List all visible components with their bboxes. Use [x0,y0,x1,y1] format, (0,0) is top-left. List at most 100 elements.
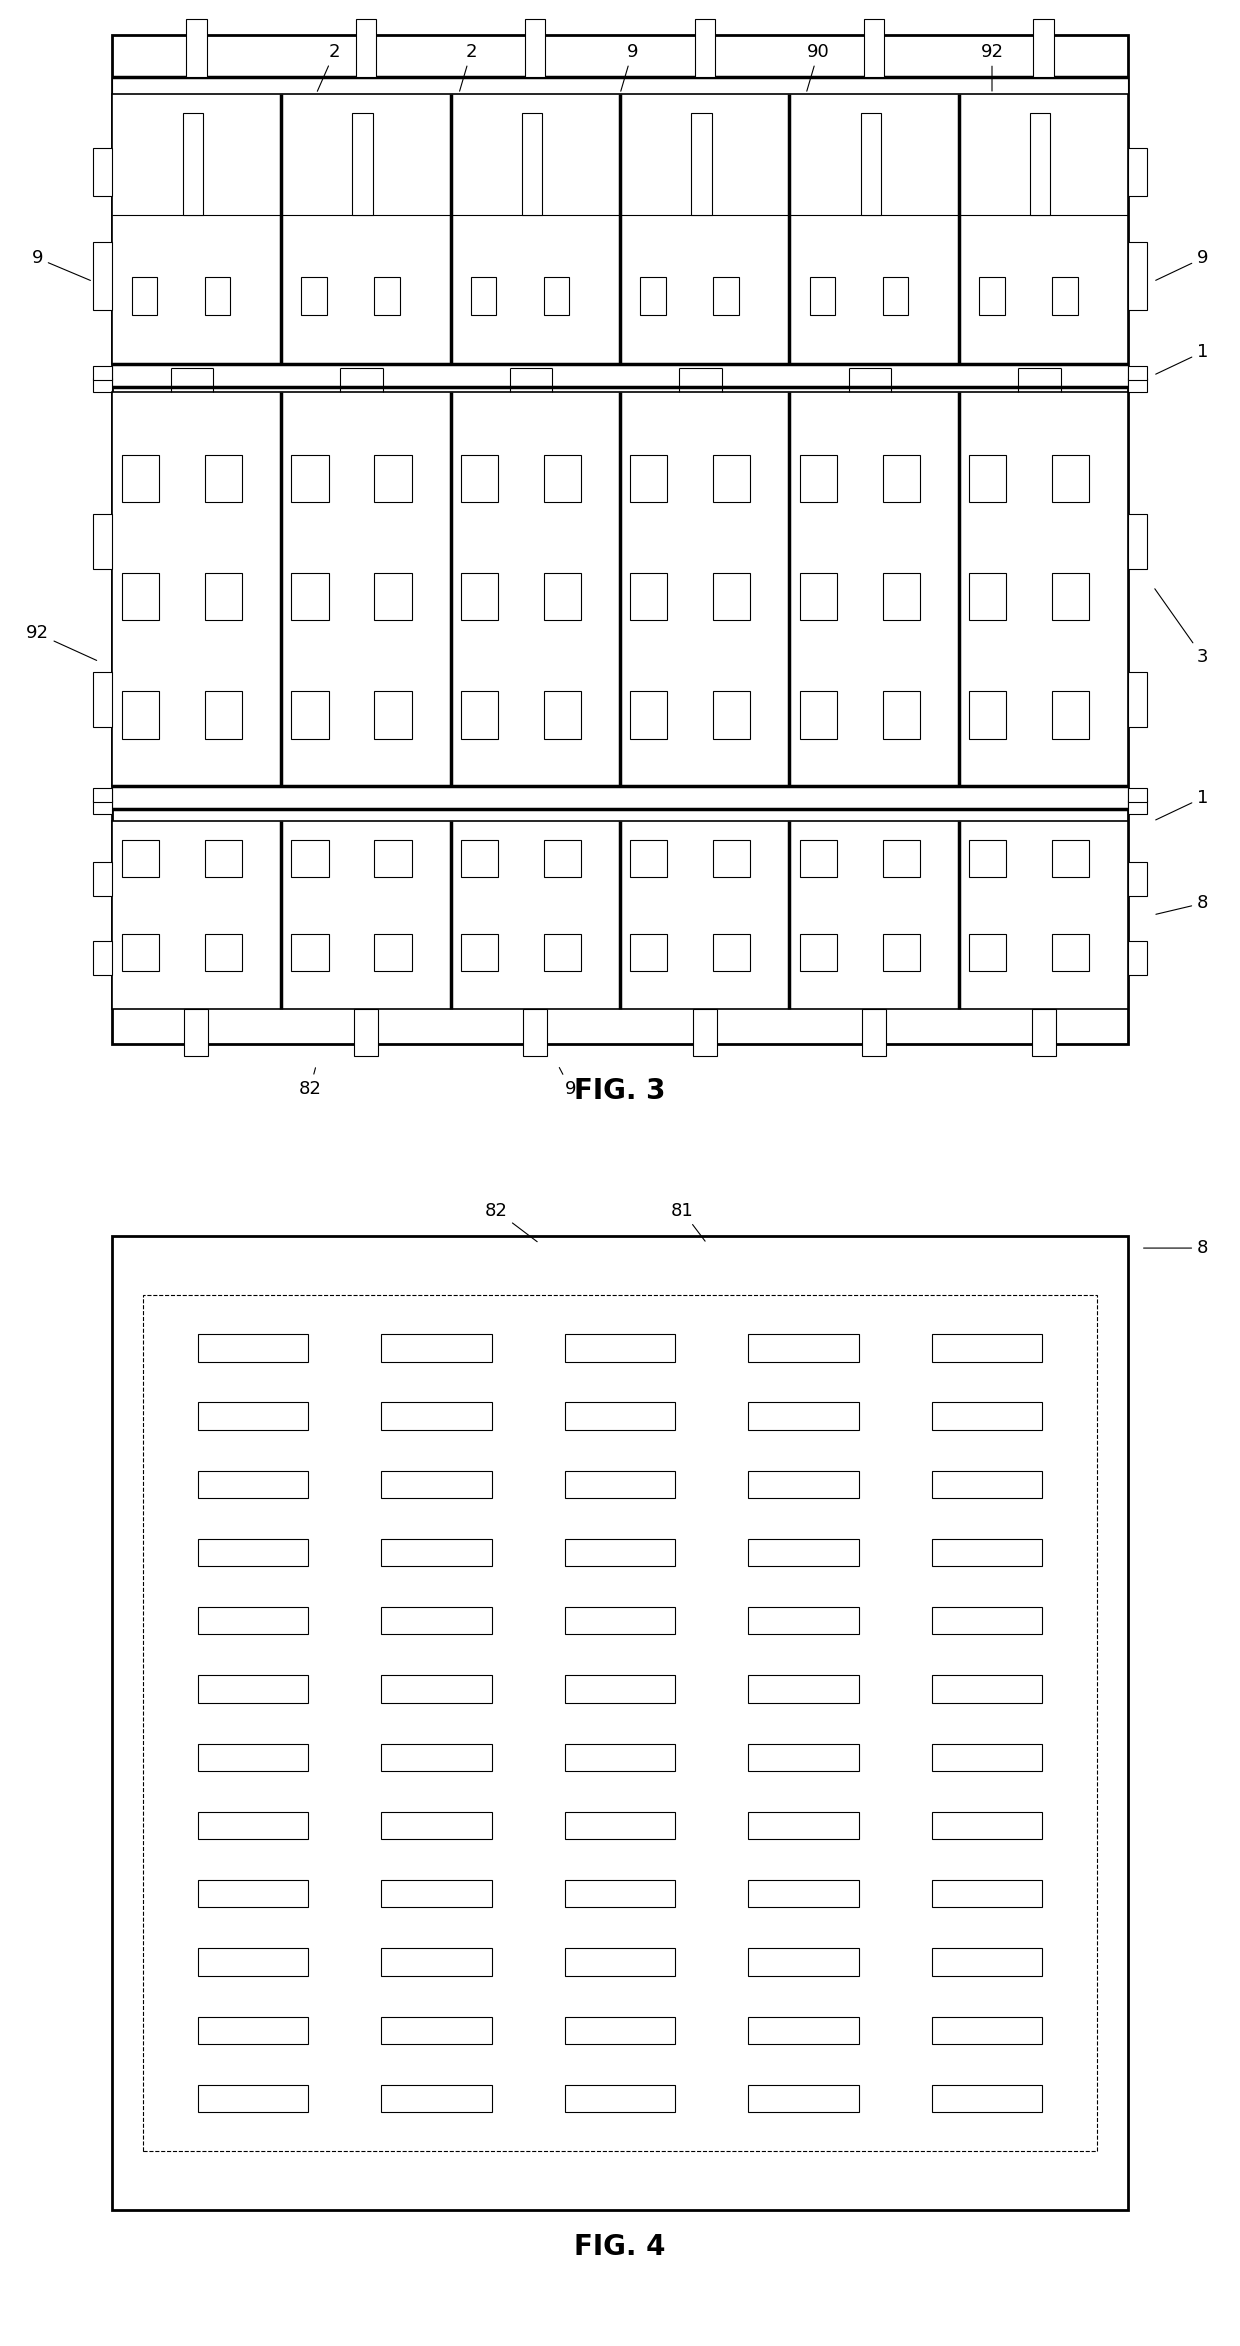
Bar [471,277,496,314]
Bar [198,1879,308,1907]
Bar [1128,378,1147,392]
Bar [810,277,836,314]
Bar [382,2086,491,2111]
Bar [800,455,837,502]
Bar [122,455,159,502]
Bar [122,572,159,619]
Text: 92: 92 [981,42,1003,91]
Bar [461,455,498,502]
Text: 3: 3 [1154,589,1209,666]
Bar [205,572,242,619]
Bar [93,788,112,802]
Bar [565,1947,675,1975]
Text: FIG. 3: FIG. 3 [574,1077,666,1105]
Bar [205,934,242,971]
Bar [356,19,376,77]
Bar [543,277,569,314]
Bar [565,1471,675,1499]
Bar [565,2018,675,2043]
Bar [800,692,837,739]
Bar [374,572,412,619]
Bar [543,934,582,971]
Bar [883,840,920,877]
Bar [1128,366,1147,380]
Bar [522,113,542,216]
Bar [198,1403,308,1429]
Bar [461,840,498,877]
Bar [565,1403,675,1429]
Bar [198,1743,308,1771]
Bar [198,1811,308,1839]
Bar [1128,863,1147,896]
Bar [630,572,667,619]
Bar [713,277,739,314]
Bar [970,572,1007,619]
Bar [630,455,667,502]
Bar [970,934,1007,971]
Bar [198,1947,308,1975]
Bar [198,2018,308,2043]
Bar [749,1947,858,1975]
Bar [749,1811,858,1839]
Bar [749,1335,858,1361]
Bar [800,840,837,877]
Bar [198,2086,308,2111]
Bar [182,113,203,216]
Bar [93,800,112,814]
Text: 9: 9 [559,1067,577,1098]
Bar [291,934,329,971]
Bar [374,455,412,502]
Bar [970,455,1007,502]
Bar [691,113,712,216]
Bar [205,840,242,877]
Bar [93,514,112,570]
Bar [932,1335,1042,1361]
Bar [205,455,242,502]
Bar [1052,572,1090,619]
Bar [565,1675,675,1703]
Bar [565,1743,675,1771]
Bar [374,277,399,314]
Bar [112,77,1128,106]
Bar [112,786,1128,809]
Bar [932,1675,1042,1703]
Bar [291,572,329,619]
Text: 8: 8 [1143,1239,1209,1257]
Bar [1128,800,1147,814]
Bar [1128,671,1147,727]
Bar [543,692,582,739]
Bar [291,840,329,877]
Text: 90: 90 [807,42,830,91]
Bar [1128,148,1147,197]
Text: 1: 1 [1156,788,1209,819]
Bar [382,1947,491,1975]
Bar [932,1743,1042,1771]
Bar [1052,934,1090,971]
Bar [198,1335,308,1361]
Bar [932,1403,1042,1429]
Bar [1052,277,1078,314]
Bar [112,392,1128,786]
Text: 82: 82 [485,1201,537,1241]
Bar [1033,19,1054,77]
Text: 2: 2 [317,42,341,91]
Bar [461,934,498,971]
Bar [565,1811,675,1839]
Bar [1032,1009,1055,1056]
Bar [713,455,750,502]
Bar [883,692,920,739]
Bar [970,840,1007,877]
Text: FIG. 4: FIG. 4 [574,2233,666,2262]
Bar [143,1295,1097,2151]
Bar [525,19,546,77]
Bar [630,692,667,739]
Bar [382,1879,491,1907]
Bar [970,692,1007,739]
Bar [122,840,159,877]
Bar [543,840,582,877]
Bar [374,934,412,971]
Bar [1052,455,1090,502]
Bar [713,934,750,971]
Bar [883,572,920,619]
Bar [112,35,1128,1044]
